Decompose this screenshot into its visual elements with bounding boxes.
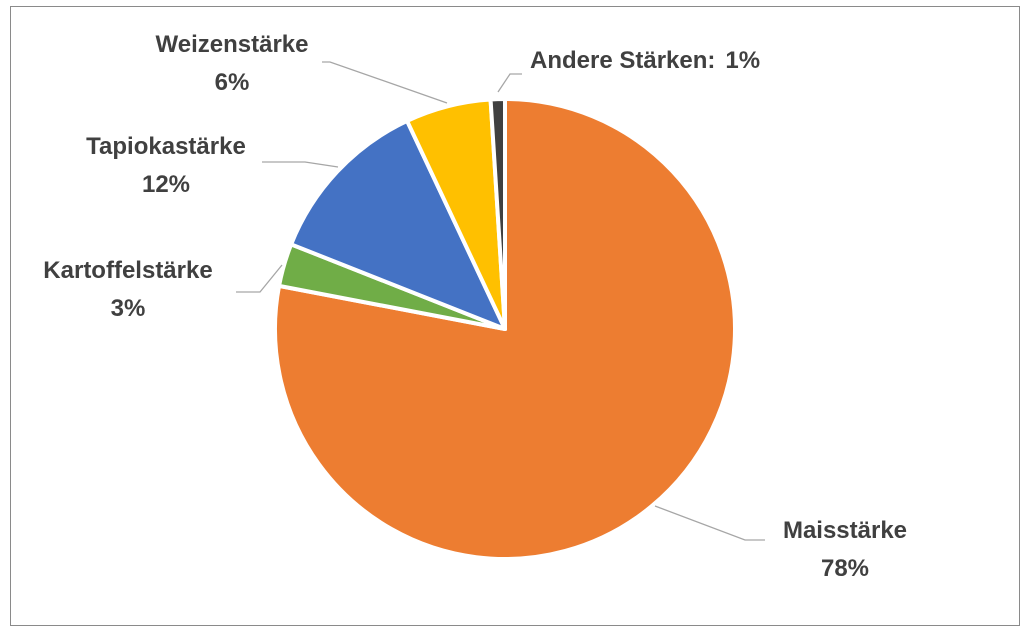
leader-line-andere-staerken xyxy=(497,73,522,93)
data-label-tapiokastaerke-value: 12% xyxy=(142,171,190,198)
leader-line-maisstaerke xyxy=(654,505,765,541)
leader-line-kartoffelstaerke xyxy=(236,264,283,293)
data-label-weizenstaerke-value: 6% xyxy=(215,69,250,96)
data-label-andere-staerken: Andere Stärken: 1% xyxy=(530,47,760,74)
data-label-kartoffelstaerke-value: 3% xyxy=(111,295,146,322)
data-label-weizenstaerke-name: Weizenstärke xyxy=(156,31,309,58)
data-label-kartoffelstaerke-name: Kartoffelstärke xyxy=(43,257,212,284)
data-label-andere-staerken-name: Andere Stärken: xyxy=(530,47,715,74)
data-label-maisstaerke-name: Maisstärke xyxy=(783,517,907,544)
data-label-andere-staerken-value: 1% xyxy=(725,47,760,74)
data-label-maisstaerke-value: 78% xyxy=(821,555,869,582)
pie-slice-andere-staerken xyxy=(488,96,507,331)
leader-line-tapiokastaerke xyxy=(262,161,339,168)
data-labels: Maisstärke 78% Kartoffelstärke 3% Tapiok… xyxy=(43,31,907,582)
leader-line-weizenstaerke xyxy=(322,61,448,104)
pie-slice-tapiokastaerke xyxy=(289,118,507,331)
pie-slices xyxy=(273,96,737,561)
leader-lines xyxy=(236,61,765,541)
data-label-tapiokastaerke-name: Tapiokastärke xyxy=(86,133,246,160)
